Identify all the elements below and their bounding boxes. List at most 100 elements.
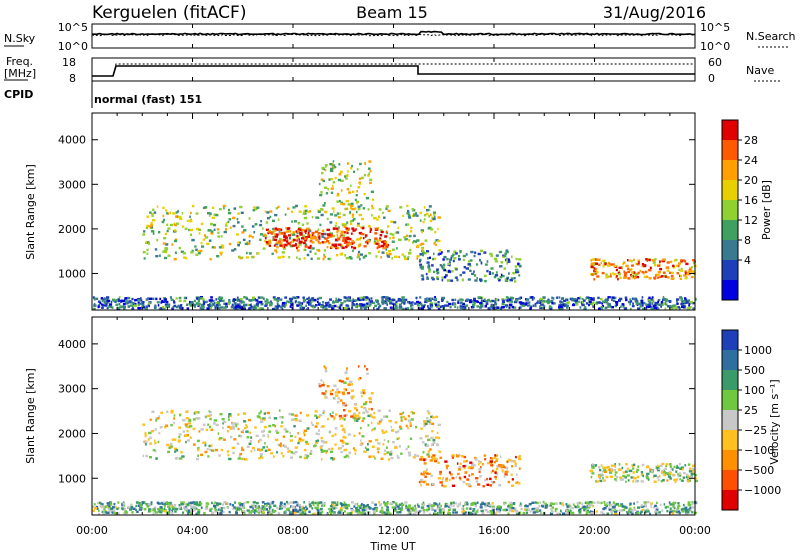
echo-cell-69 — [331, 434, 334, 438]
echo-cell-1126 — [655, 274, 657, 277]
echo-cell-964 — [605, 466, 610, 469]
echo-cell-1689 — [410, 307, 412, 310]
echo-cell-1387 — [667, 305, 670, 308]
echo-cell-1785 — [688, 304, 690, 307]
echo-cell-2009 — [688, 306, 692, 309]
echo-cell-910 — [596, 480, 599, 483]
echo-cell-623 — [327, 417, 329, 421]
echo-cell-715 — [321, 241, 324, 244]
echo-cell-1741 — [417, 307, 421, 310]
echo-cell-811 — [614, 471, 618, 474]
echo-cell-1729 — [252, 501, 256, 504]
echo-cell-955 — [610, 467, 614, 471]
echo-cell-598 — [366, 368, 369, 371]
echo-cell-699 — [326, 240, 330, 243]
echo-cell-498 — [275, 251, 278, 254]
echo-cell-1164 — [305, 505, 307, 508]
echo-cell-583 — [368, 400, 372, 404]
echo-cell-1336 — [212, 303, 215, 306]
echo-cell-1108 — [472, 510, 475, 513]
echo-cell-1866 — [567, 504, 571, 508]
echo-cell-1644 — [300, 306, 304, 309]
echo-cell-1972 — [460, 302, 463, 305]
echo-cell-1201 — [160, 507, 164, 510]
echo-cell-256 — [424, 239, 428, 242]
echo-cell-376 — [267, 448, 271, 451]
echo-cell-612 — [362, 391, 365, 394]
echo-cell-1945 — [346, 512, 350, 515]
echo-cell-115 — [301, 223, 304, 226]
echo-cell-108 — [421, 250, 425, 253]
echo-cell-1829 — [327, 301, 330, 304]
echo-cell-1108 — [648, 277, 652, 280]
echo-cell-634 — [457, 472, 460, 476]
echo-cell-451 — [345, 454, 349, 457]
echo-cell-43 — [222, 438, 226, 441]
echo-cell-1937 — [462, 512, 466, 515]
echo-cell-1717 — [308, 296, 310, 299]
echo-cell-596 — [358, 411, 361, 415]
echo-cell-633 — [311, 233, 314, 236]
colorbar-tick-label-1: 24 — [744, 154, 758, 167]
echo-cell-1882 — [511, 507, 515, 510]
echo-cell-288 — [341, 417, 344, 420]
echo-cell-1209 — [688, 270, 693, 273]
echo-cell-993 — [483, 274, 487, 278]
echo-cell-1134 — [572, 503, 575, 506]
echo-cell-1353 — [504, 298, 507, 301]
echo-cell-1985 — [163, 299, 166, 302]
echo-cell-298 — [259, 238, 262, 241]
echo-cell-666 — [465, 483, 468, 486]
nsearch-line — [91, 33, 696, 37]
echo-cell-748 — [297, 230, 300, 233]
echo-cell-623 — [336, 227, 339, 230]
echo-cell-653 — [383, 243, 387, 246]
echo-cell-1487 — [414, 507, 417, 510]
echo-cell-554 — [276, 228, 280, 231]
echo-cell-1888 — [186, 509, 188, 513]
echo-cell-1081 — [610, 272, 612, 276]
echo-cell-1465 — [408, 504, 411, 507]
echo-cell-1922 — [319, 509, 322, 512]
colorbar-segment-7 — [722, 470, 738, 491]
echo-cell-952 — [665, 464, 667, 468]
echo-cell-40 — [416, 255, 420, 258]
echo-cell-1310 — [322, 301, 325, 304]
echo-cell-1421 — [642, 307, 645, 310]
echo-cell-222 — [280, 425, 283, 428]
echo-cell-671 — [496, 472, 499, 475]
echo-cell-1580 — [641, 508, 644, 512]
echo-cell-622 — [320, 379, 323, 382]
echo-cell-973 — [642, 474, 644, 478]
echo-cell-1898 — [255, 299, 259, 302]
echo-cell-1840 — [301, 508, 304, 511]
echo-cell-986 — [467, 263, 471, 266]
echo-cell-228 — [398, 437, 400, 440]
echo-cell-1598 — [256, 510, 259, 513]
echo-cell-820 — [356, 168, 359, 171]
echo-cell-1466 — [385, 508, 390, 512]
echo-cell-1142 — [617, 278, 619, 281]
echo-cell-1963 — [589, 501, 592, 504]
nsky-tick-high: 10^5 — [58, 21, 88, 34]
echo-cell-1197 — [357, 505, 361, 508]
echo-cell-1908 — [136, 510, 139, 513]
echo-cell-585 — [336, 388, 339, 391]
echo-cell-283 — [362, 207, 366, 210]
echo-cell-1535 — [559, 509, 562, 512]
echo-cell-308 — [245, 256, 249, 259]
echo-cell-132 — [211, 449, 215, 452]
echo-cell-1130 — [690, 275, 694, 279]
echo-cell-578 — [288, 234, 291, 237]
echo-cell-2063 — [582, 505, 585, 508]
echo-cell-1052 — [657, 270, 661, 274]
echo-cell-520 — [432, 217, 436, 221]
echo-cell-1280 — [208, 508, 212, 511]
echo-cell-1182 — [683, 260, 687, 263]
echo-cell-1856 — [203, 302, 206, 305]
echo-cell-1367 — [361, 507, 364, 510]
echo-cell-1537 — [605, 300, 608, 303]
echo-cell-433 — [202, 206, 206, 210]
echo-cell-1396 — [642, 301, 646, 305]
